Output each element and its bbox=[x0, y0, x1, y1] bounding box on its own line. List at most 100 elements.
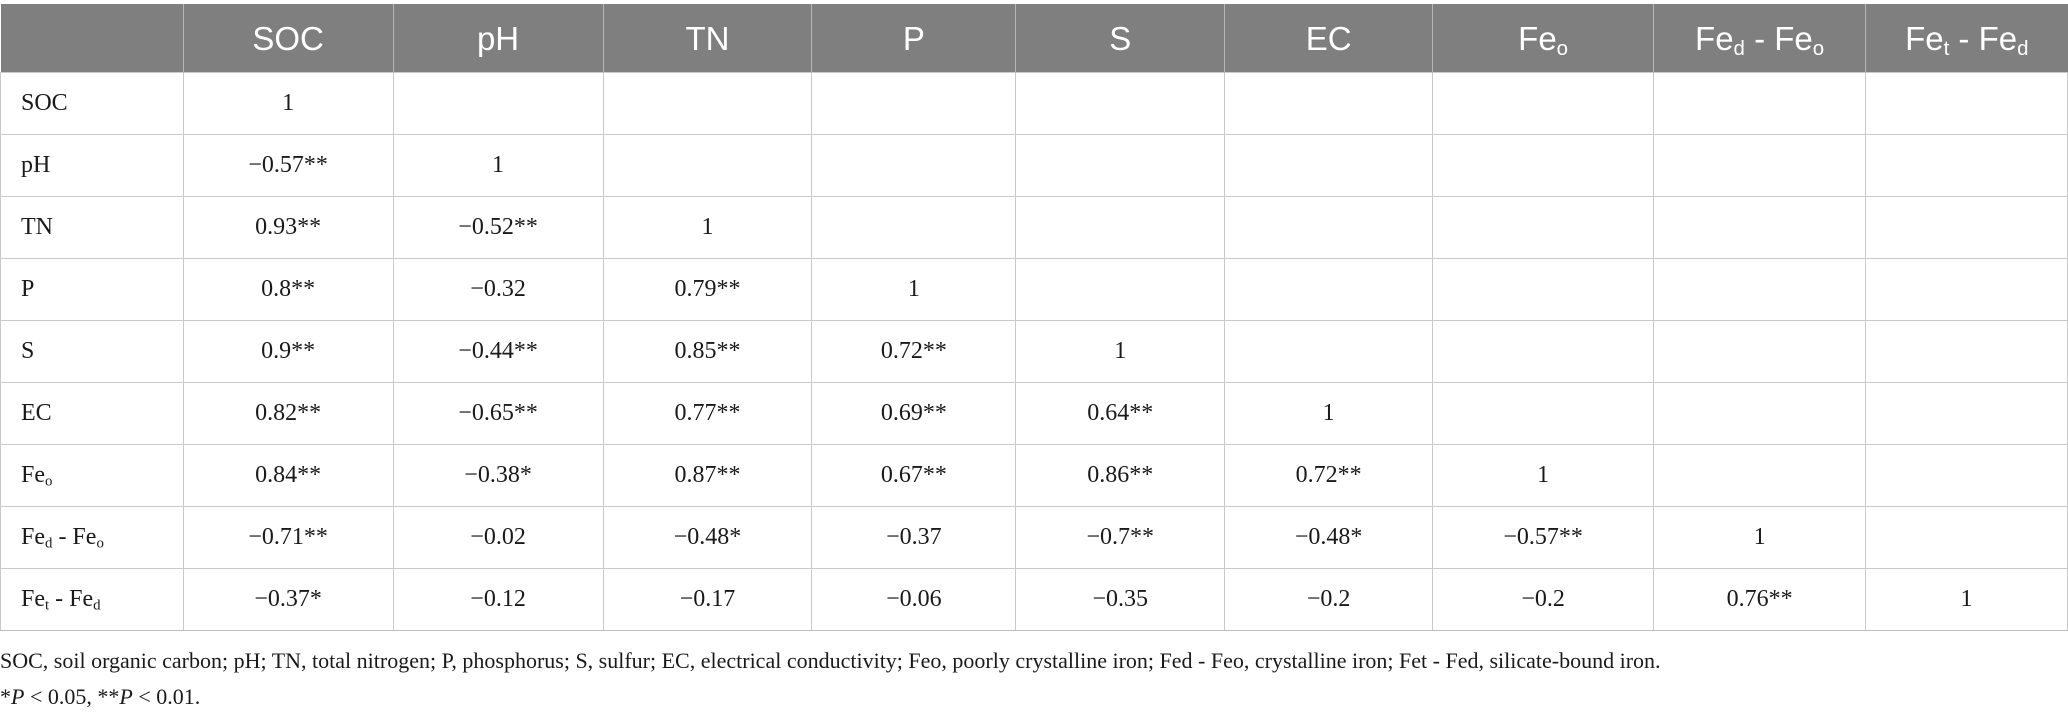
correlation-cell bbox=[811, 134, 1017, 197]
correlation-cell: 1 bbox=[1015, 320, 1226, 383]
correlation-cell: 0.86** bbox=[1015, 444, 1226, 507]
correlation-cell bbox=[1432, 134, 1655, 197]
footnote-abbreviations: SOC, soil organic carbon; pH; TN, total … bbox=[0, 648, 1661, 673]
italic-symbol: P bbox=[119, 684, 133, 709]
correlation-cell bbox=[1653, 444, 1867, 507]
column-header: Feo bbox=[1432, 4, 1655, 73]
correlation-cell: 1 bbox=[602, 196, 813, 259]
correlation-cell: −0.37 bbox=[811, 506, 1017, 569]
table-row: EC 0.82** −0.65** 0.77** 0.69** 0.64** 1 bbox=[0, 382, 2068, 445]
table-row: TN 0.93** −0.52** 1 bbox=[0, 196, 2068, 259]
label-subscript: t bbox=[45, 597, 50, 614]
correlation-cell: −0.57** bbox=[1432, 506, 1655, 569]
label-base: P bbox=[902, 19, 925, 57]
correlation-cell bbox=[1653, 258, 1867, 321]
row-label: EC bbox=[0, 382, 184, 445]
label-base: EC bbox=[21, 400, 52, 426]
correlation-cell bbox=[1865, 196, 2068, 259]
correlation-cell: −0.37* bbox=[182, 568, 394, 631]
correlation-cell: 0.9** bbox=[182, 320, 394, 383]
label-base: SOC bbox=[21, 90, 68, 116]
footnote-text: < 0.05, ** bbox=[24, 684, 120, 709]
correlation-cell bbox=[1224, 258, 1434, 321]
row-label: SOC bbox=[0, 72, 184, 135]
row-label: P bbox=[0, 258, 184, 321]
footnote-significance: *P < 0.05, **P < 0.01. bbox=[0, 684, 200, 710]
column-header: EC bbox=[1224, 4, 1434, 73]
correlation-cell bbox=[1015, 72, 1226, 135]
row-label: TN bbox=[0, 196, 184, 259]
table-row: S 0.9** −0.44** 0.85** 0.72** 1 bbox=[0, 320, 2068, 383]
correlation-cell bbox=[1015, 196, 1226, 259]
correlation-cell bbox=[1653, 320, 1867, 383]
footnote-text: * bbox=[0, 684, 11, 709]
correlation-cell bbox=[1224, 196, 1434, 259]
label-suffix: - Fe bbox=[1744, 19, 1813, 57]
row-label: Feo bbox=[0, 444, 184, 507]
column-header: P bbox=[811, 4, 1017, 73]
correlation-cell: −0.35 bbox=[1015, 568, 1226, 631]
label-base: TN bbox=[21, 214, 53, 240]
correlation-cell: 0.69** bbox=[811, 382, 1017, 445]
correlation-cell: 0.76** bbox=[1653, 568, 1867, 631]
correlation-cell: 1 bbox=[182, 72, 394, 135]
label-suffix-subscript: d bbox=[93, 597, 101, 614]
correlation-cell: −0.06 bbox=[811, 568, 1017, 631]
correlation-cell bbox=[811, 72, 1017, 135]
correlation-cell: −0.38* bbox=[392, 444, 604, 507]
correlation-cell bbox=[1865, 72, 2068, 135]
correlation-cell bbox=[1653, 72, 1867, 135]
correlation-cell bbox=[1865, 444, 2068, 507]
label-base: pH bbox=[21, 152, 51, 178]
label-subscript: d bbox=[1733, 36, 1745, 60]
footnote-text: < 0.01. bbox=[132, 684, 201, 709]
label-base: Fe bbox=[1518, 19, 1557, 57]
correlation-cell: 0.72** bbox=[811, 320, 1017, 383]
correlation-cell bbox=[1865, 134, 2068, 197]
italic-symbol: P bbox=[11, 684, 25, 709]
correlation-cell: 0.72** bbox=[1224, 444, 1434, 507]
correlation-cell bbox=[1432, 382, 1655, 445]
row-label: Fet - Fed bbox=[0, 568, 184, 631]
correlation-cell: 0.67** bbox=[811, 444, 1017, 507]
label-suffix-subscript: o bbox=[96, 535, 104, 552]
correlation-cell: −0.65** bbox=[392, 382, 604, 445]
row-label: pH bbox=[0, 134, 184, 197]
label-base: pH bbox=[476, 19, 520, 57]
label-base: S bbox=[1109, 19, 1132, 57]
label-subscript: d bbox=[45, 535, 53, 552]
correlation-cell: 0.84** bbox=[182, 444, 394, 507]
correlation-cell bbox=[1224, 320, 1434, 383]
label-base: SOC bbox=[252, 19, 324, 57]
correlation-cell: −0.71** bbox=[182, 506, 394, 569]
correlation-cell: 1 bbox=[1432, 444, 1655, 507]
correlation-cell bbox=[602, 72, 813, 135]
correlation-cell: 0.77** bbox=[602, 382, 813, 445]
label-base: Fe bbox=[1695, 19, 1734, 57]
correlation-cell bbox=[1224, 134, 1434, 197]
correlation-cell: −0.02 bbox=[392, 506, 604, 569]
label-base: Fe bbox=[21, 586, 45, 612]
correlation-cell bbox=[1865, 258, 2068, 321]
correlation-cell: 0.87** bbox=[602, 444, 813, 507]
correlation-cell: 1 bbox=[1653, 506, 1867, 569]
correlation-cell bbox=[1865, 506, 2068, 569]
correlation-cell bbox=[1653, 196, 1867, 259]
column-header: pH bbox=[393, 4, 604, 73]
correlation-cell: −0.48* bbox=[602, 506, 813, 569]
header-corner bbox=[0, 4, 184, 73]
label-base: S bbox=[21, 338, 35, 364]
correlation-cell bbox=[1015, 134, 1226, 197]
correlation-cell: 0.64** bbox=[1015, 382, 1226, 445]
correlation-cell: 1 bbox=[811, 258, 1017, 321]
column-header: Fet - Fed bbox=[1865, 4, 2068, 73]
label-suffix-subscript: d bbox=[2017, 36, 2029, 60]
correlation-cell bbox=[1224, 72, 1434, 135]
correlation-cell: 1 bbox=[1865, 568, 2068, 631]
correlation-cell: 1 bbox=[1224, 382, 1434, 445]
header-row: SOC pH TN P S EC Feo Fed - Feo Fet - Fed bbox=[0, 4, 2068, 73]
correlation-cell bbox=[1432, 258, 1655, 321]
label-base: P bbox=[21, 276, 35, 302]
table-row: Fet - Fed −0.37* −0.12 −0.17 −0.06 −0.35 −0.2−… bbox=[0, 568, 2068, 631]
label-suffix: - Fe bbox=[49, 586, 94, 612]
